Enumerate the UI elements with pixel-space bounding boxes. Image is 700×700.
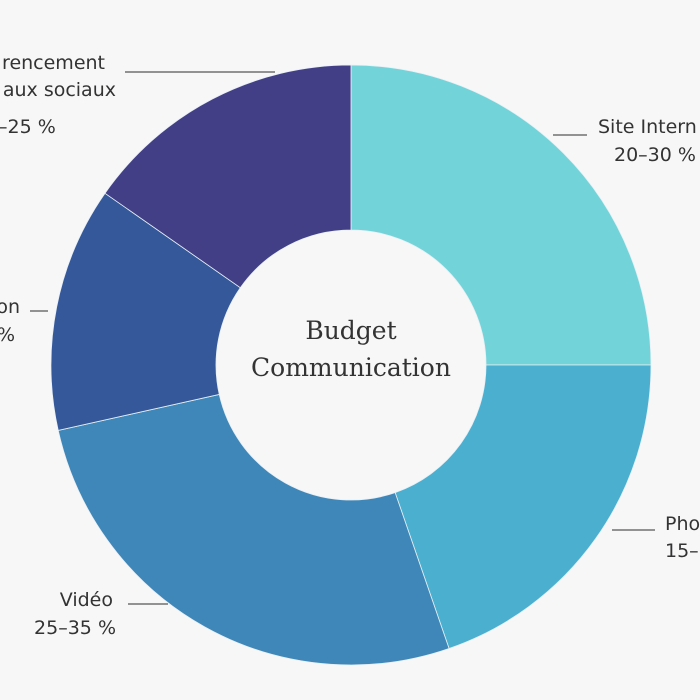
donut-slice-0: [350, 64, 652, 366]
label-video-range: 25–35 %: [34, 617, 116, 639]
label-site-internet-range: 20–30 %: [614, 144, 696, 166]
donut-slice-1: [394, 364, 652, 650]
label-slice-4: on: [0, 296, 20, 318]
label-site-internet: Site Intern: [598, 116, 697, 138]
label-video: Vidéo: [59, 589, 113, 611]
label-referencement-range: –25 %: [0, 116, 56, 138]
label-slice-4-range: %: [0, 326, 15, 345]
label-referencement-line-2: aux sociaux: [2, 79, 116, 101]
donut-slice-2: [57, 393, 450, 666]
center-title-line-2: Communication: [251, 353, 451, 382]
label-referencement: rencement: [2, 52, 105, 74]
donut-slice-3: [50, 192, 241, 431]
donut-slice-4: [104, 64, 352, 289]
label-photo: Pho: [665, 513, 700, 535]
label-photo-range: 15–: [665, 540, 699, 562]
center-title-line-1: Budget: [305, 316, 397, 345]
